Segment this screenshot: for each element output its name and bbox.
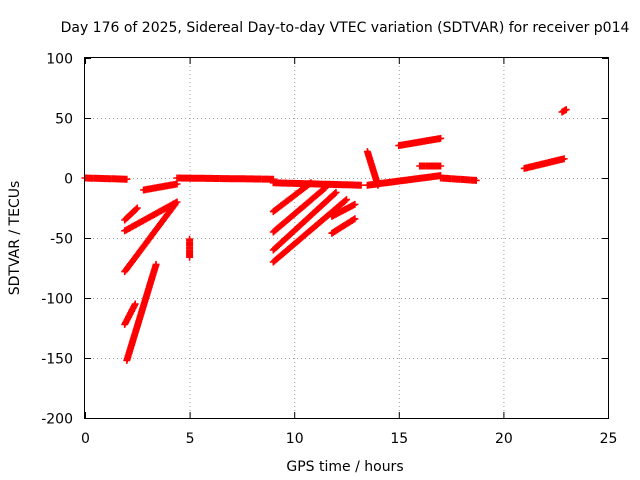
data-point-marks bbox=[416, 162, 445, 170]
data-point-marks bbox=[269, 184, 330, 236]
series-point-22-9h bbox=[558, 106, 570, 116]
grid-lines bbox=[85, 58, 608, 418]
data-point-marks bbox=[328, 215, 359, 237]
y-axis-label: SDTVAR / TECUs bbox=[7, 181, 23, 296]
y-tick-label: 100 bbox=[46, 52, 73, 68]
data-point-marks bbox=[437, 174, 480, 184]
series-arc-i bbox=[269, 184, 330, 236]
data-point-marks bbox=[186, 235, 194, 261]
data-point-marks bbox=[121, 198, 181, 235]
y-tick-label: -50 bbox=[50, 232, 73, 248]
data-point-marks bbox=[363, 172, 445, 189]
data-point-marks bbox=[520, 155, 568, 172]
series-isolated-5h bbox=[186, 235, 194, 261]
y-tick-label: -150 bbox=[41, 352, 73, 368]
data-point-marks bbox=[328, 200, 359, 220]
data-point-marks bbox=[395, 134, 445, 150]
series-baseline-4-4-9h bbox=[173, 174, 277, 183]
series-arc-e bbox=[121, 204, 141, 224]
data-point-marks bbox=[121, 204, 141, 224]
axis-ticks: 0 5 10 15 20 25 -200 -150 -100 -50 0 50 100 bbox=[41, 52, 617, 448]
data-point-marks bbox=[173, 174, 277, 183]
series-arc-c bbox=[121, 200, 179, 276]
series-arc-g bbox=[269, 196, 350, 266]
y-tick-label: -100 bbox=[41, 292, 73, 308]
plot-area bbox=[84, 57, 609, 419]
series-baseline-9-13h bbox=[269, 179, 365, 189]
x-tick-label: 15 bbox=[390, 431, 408, 447]
series-arc-l bbox=[328, 200, 359, 220]
series-arc-n bbox=[416, 162, 445, 170]
data-point-marks bbox=[121, 200, 179, 276]
data-point-marks bbox=[81, 174, 131, 183]
series-arc-h bbox=[269, 188, 340, 254]
x-axis-label: GPS time / hours bbox=[286, 459, 403, 475]
series-baseline-17-18-7h bbox=[437, 174, 480, 184]
y-tick-label: 0 bbox=[64, 172, 73, 188]
y-tick-label: -200 bbox=[41, 412, 73, 428]
x-tick-label: 0 bbox=[81, 431, 90, 447]
x-tick-label: 10 bbox=[286, 431, 304, 447]
data-point-marks bbox=[121, 300, 139, 328]
data-point-marks bbox=[558, 106, 570, 116]
series-arc-o bbox=[520, 155, 568, 172]
chart-title: Day 176 of 2025, Sidereal Day-to-day VTE… bbox=[61, 20, 630, 36]
data-point-marks bbox=[269, 188, 340, 254]
data-points bbox=[81, 106, 570, 364]
series-arc-m bbox=[395, 134, 445, 150]
series-baseline-13-5-17h bbox=[363, 172, 445, 189]
x-tick-label: 25 bbox=[600, 431, 618, 447]
series-baseline-0-2h bbox=[81, 174, 131, 183]
series-arc-b bbox=[123, 260, 160, 364]
data-point-marks bbox=[140, 180, 181, 194]
y-tick-label: 50 bbox=[55, 112, 73, 128]
data-point-marks bbox=[269, 179, 365, 189]
series-arc-a bbox=[121, 300, 139, 328]
series-arc-f bbox=[140, 180, 181, 194]
x-tick-label: 5 bbox=[186, 431, 195, 447]
data-point-marks bbox=[269, 196, 350, 266]
series-arc-d bbox=[121, 198, 181, 235]
x-tick-label: 20 bbox=[495, 431, 513, 447]
series-arc-k bbox=[328, 215, 359, 237]
data-point-marks bbox=[123, 260, 160, 364]
